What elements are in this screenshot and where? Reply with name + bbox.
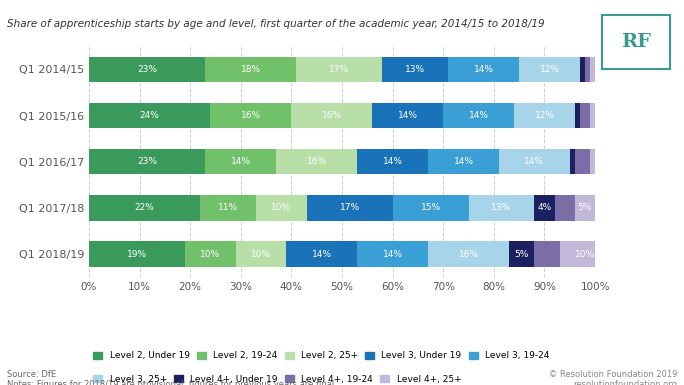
Bar xyxy=(185,241,236,267)
Text: 24%: 24% xyxy=(140,111,159,120)
Bar xyxy=(580,103,590,128)
Bar xyxy=(443,103,514,128)
Bar xyxy=(89,195,200,221)
Text: 14%: 14% xyxy=(231,157,251,166)
Text: 22%: 22% xyxy=(135,203,155,213)
Bar xyxy=(555,195,575,221)
Text: 17%: 17% xyxy=(330,65,350,74)
Bar xyxy=(560,241,610,267)
Text: 10%: 10% xyxy=(575,249,595,258)
Text: 10%: 10% xyxy=(271,203,291,213)
Bar xyxy=(357,149,428,174)
Bar xyxy=(590,57,595,82)
Bar xyxy=(205,57,296,82)
Bar xyxy=(372,103,443,128)
Text: 14%: 14% xyxy=(398,111,418,120)
Text: 14%: 14% xyxy=(474,65,494,74)
Bar xyxy=(499,149,570,174)
Text: 23%: 23% xyxy=(137,157,157,166)
Bar xyxy=(575,149,590,174)
Bar xyxy=(519,57,580,82)
Bar xyxy=(534,241,560,267)
Bar xyxy=(382,57,448,82)
Bar xyxy=(296,57,382,82)
Bar xyxy=(590,149,595,174)
Text: 14%: 14% xyxy=(382,249,403,258)
Bar xyxy=(575,103,580,128)
Bar xyxy=(428,149,499,174)
Text: 18%: 18% xyxy=(241,65,261,74)
Text: RF: RF xyxy=(621,33,651,51)
Text: © Resolution Foundation 2019
resolutionfoundation.org: © Resolution Foundation 2019 resolutionf… xyxy=(549,370,677,385)
Text: 23%: 23% xyxy=(137,65,157,74)
Text: 14%: 14% xyxy=(525,157,544,166)
Text: Source: DfE
Notes: Figures for 2018/19 are provisional; figures for previous yea: Source: DfE Notes: Figures for 2018/19 a… xyxy=(7,370,334,385)
Bar xyxy=(89,57,205,82)
Text: Share of apprenticeship starts by age and level, first quarter of the academic y: Share of apprenticeship starts by age an… xyxy=(7,19,544,29)
Text: 11%: 11% xyxy=(218,203,238,213)
Text: 12%: 12% xyxy=(534,111,555,120)
Text: 14%: 14% xyxy=(312,249,332,258)
Bar xyxy=(276,149,357,174)
Bar xyxy=(448,57,519,82)
Bar xyxy=(89,149,205,174)
Bar xyxy=(205,149,276,174)
Text: 15%: 15% xyxy=(421,203,440,213)
Text: 16%: 16% xyxy=(458,249,479,258)
Text: 16%: 16% xyxy=(241,111,261,120)
Text: 14%: 14% xyxy=(453,157,473,166)
Bar xyxy=(580,57,585,82)
Bar xyxy=(585,57,590,82)
Bar xyxy=(89,241,185,267)
Bar xyxy=(469,195,534,221)
Bar xyxy=(357,241,428,267)
Text: 19%: 19% xyxy=(127,249,147,258)
Text: 5%: 5% xyxy=(578,203,592,213)
Bar xyxy=(393,195,469,221)
Bar xyxy=(575,195,595,221)
Text: 14%: 14% xyxy=(382,157,403,166)
Legend: Level 3, 25+, Level 4+, Under 19, Level 4+, 19-24, Level 4+, 25+: Level 3, 25+, Level 4+, Under 19, Level … xyxy=(94,375,461,383)
Bar xyxy=(200,195,256,221)
Text: 12%: 12% xyxy=(540,65,560,74)
Bar xyxy=(509,241,534,267)
Text: 14%: 14% xyxy=(469,111,488,120)
Bar xyxy=(236,241,287,267)
Bar xyxy=(211,103,291,128)
Text: 4%: 4% xyxy=(538,203,551,213)
Bar xyxy=(428,241,509,267)
Text: 5%: 5% xyxy=(514,249,529,258)
Bar xyxy=(306,195,393,221)
Bar xyxy=(514,103,575,128)
Bar xyxy=(256,195,306,221)
Bar xyxy=(291,103,372,128)
Text: 16%: 16% xyxy=(306,157,327,166)
Bar xyxy=(89,103,211,128)
Text: 17%: 17% xyxy=(339,203,360,213)
Bar xyxy=(287,241,357,267)
Bar xyxy=(590,103,595,128)
Bar xyxy=(534,195,555,221)
Text: 10%: 10% xyxy=(251,249,271,258)
Text: 13%: 13% xyxy=(491,203,512,213)
Text: 16%: 16% xyxy=(321,111,342,120)
Bar xyxy=(570,149,575,174)
Text: 10%: 10% xyxy=(200,249,220,258)
Text: 13%: 13% xyxy=(406,65,425,74)
